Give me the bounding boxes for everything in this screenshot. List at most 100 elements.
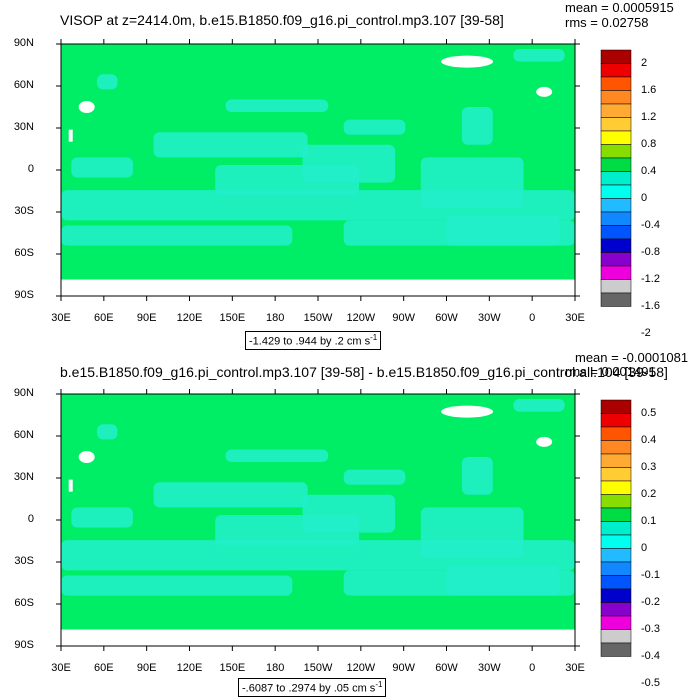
- colorbar-label: 0.1: [641, 514, 657, 527]
- colorbar-swatch: [600, 480, 632, 495]
- colorbar-swatch: [600, 157, 632, 172]
- colorbar-label: 0.2: [641, 487, 657, 500]
- map-canvas-bottom: [56, 389, 632, 657]
- lat-label: 0: [27, 513, 34, 525]
- lat-label: 90N: [13, 37, 34, 49]
- rms-stat: rms = 0.001491: [565, 364, 656, 379]
- colorbar-label: 0.4: [641, 433, 657, 446]
- colorbar-swatch: [600, 117, 632, 132]
- missing-data-patch: [441, 55, 494, 68]
- colorbar-swatch: [600, 198, 632, 213]
- unit-exponent: -1: [370, 333, 378, 342]
- colorbar-swatch: [600, 588, 632, 603]
- ocean-anomaly-region: [96, 424, 118, 440]
- colorbar-swatch: [600, 144, 632, 159]
- lat-label: 30S: [14, 205, 34, 217]
- lat-label: 30N: [13, 471, 34, 483]
- contour-range-box: -.6087 to .2974 by .05 cm s-1: [238, 678, 387, 697]
- colorbar-swatch: [600, 252, 632, 267]
- ocean-anomaly-region: [461, 457, 493, 495]
- map-panel-top: VISOP at z=2414.0m, b.e15.B1850.f09_g16.…: [13, 0, 674, 350]
- ocean-anomaly-region: [343, 469, 406, 485]
- contour-range-text: -1.429 to .944 by .2 cm s: [249, 335, 371, 348]
- ocean-anomaly-region: [302, 144, 396, 183]
- lat-label: 0: [27, 163, 34, 175]
- colorbar-label: 0.4: [641, 164, 657, 177]
- lon-label: 60E: [94, 312, 114, 324]
- colorbar-label: -1.6: [641, 299, 660, 312]
- colorbar-swatch: [600, 615, 632, 630]
- lon-label: 60W: [435, 312, 458, 324]
- missing-data-patch: [68, 479, 73, 492]
- colorbar-swatch: [600, 130, 632, 145]
- ocean-anomaly-region: [302, 494, 396, 533]
- ocean-anomaly-region: [461, 107, 493, 145]
- lon-label: 60W: [435, 662, 458, 674]
- colorbar-label: 0.5: [641, 406, 657, 419]
- ocean-anomaly-region: [225, 99, 329, 113]
- colorbar-label: -0.4: [641, 218, 660, 231]
- ocean-anomaly-region: [446, 215, 560, 246]
- colorbar-swatch: [600, 184, 632, 199]
- lon-label: 30E: [51, 312, 71, 324]
- colorbar-label: 0.3: [641, 460, 657, 473]
- lat-label: 60S: [14, 597, 34, 609]
- ocean-anomaly-region: [513, 49, 565, 62]
- lon-label: 30E: [565, 662, 585, 674]
- colorbar-swatch: [600, 90, 632, 105]
- colorbar-swatch: [600, 642, 632, 657]
- ocean-anomaly-region: [61, 225, 293, 246]
- colorbar-label: -0.5: [641, 676, 660, 689]
- lat-label: 90N: [13, 387, 34, 399]
- panel-title: b.e15.B1850.f09_g16.pi_control.mp3.107 […: [60, 364, 668, 380]
- colorbar-swatch: [600, 103, 632, 118]
- colorbar-label: 0: [641, 191, 648, 204]
- colorbar-swatch: [600, 426, 632, 441]
- lat-label: 60S: [14, 247, 34, 259]
- ocean-anomaly-region: [446, 565, 560, 596]
- lon-label: 120E: [176, 662, 203, 674]
- ocean-anomaly-region: [71, 507, 133, 528]
- colorbar-label: -0.8: [641, 245, 660, 258]
- mean-stat: mean = -0.0001081: [575, 350, 689, 365]
- map-canvas-top: [56, 39, 632, 307]
- ocean-anomaly-region: [71, 157, 133, 178]
- lon-label: 90E: [136, 312, 157, 324]
- colorbar-swatch: [600, 211, 632, 226]
- colorbar-swatch: [600, 467, 632, 482]
- colorbar-swatch: [600, 279, 632, 294]
- ocean-anomaly-region: [420, 157, 524, 208]
- colorbar-label: -0.1: [641, 568, 660, 581]
- colorbar-swatch: [600, 292, 632, 307]
- ocean-anomaly-region: [153, 482, 308, 508]
- colorbar-label: -0.4: [641, 649, 660, 662]
- unit-exponent: -1: [375, 680, 383, 689]
- colorbar-swatch: [600, 561, 632, 576]
- ocean-anomaly-region: [96, 74, 118, 90]
- lon-label: 150W: [303, 662, 333, 674]
- colorbar-swatch: [600, 63, 632, 78]
- colorbar-swatch: [600, 225, 632, 240]
- colorbar-label: -0.3: [641, 622, 660, 635]
- colorbar-swatch: [600, 171, 632, 186]
- mean-stat: mean = 0.0005915: [565, 0, 674, 15]
- colorbar-swatch: [600, 575, 632, 590]
- ocean-anomaly-region: [343, 119, 406, 135]
- colorbar-label: 0.8: [641, 137, 657, 150]
- lat-label: 30N: [13, 121, 34, 133]
- colorbar-swatch: [600, 440, 632, 455]
- lon-label: 150E: [219, 662, 246, 674]
- colorbar-label: 1.6: [641, 83, 657, 96]
- contour-range-text: -.6087 to .2974 by .05 cm s: [242, 682, 376, 695]
- colorbar-label: 0: [641, 541, 648, 554]
- colorbar-swatch: [600, 453, 632, 468]
- colorbar-swatch: [600, 534, 632, 549]
- panel-title: VISOP at z=2414.0m, b.e15.B1850.f09_g16.…: [60, 12, 504, 28]
- lon-label: 0: [529, 312, 536, 324]
- lon-label: 30E: [51, 662, 71, 674]
- lon-label: 120W: [346, 312, 376, 324]
- colorbar-swatch: [600, 49, 632, 64]
- colorbar-swatch: [600, 238, 632, 253]
- missing-data-patch: [78, 101, 95, 113]
- lon-label: 90W: [392, 662, 415, 674]
